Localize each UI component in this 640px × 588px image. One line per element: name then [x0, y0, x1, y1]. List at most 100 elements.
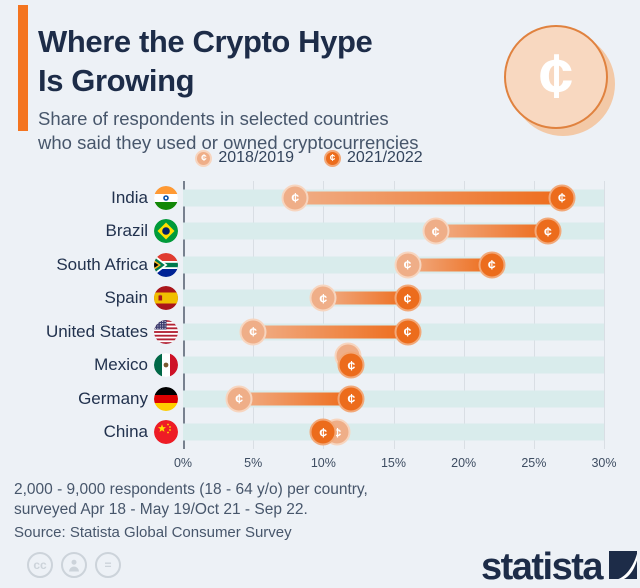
country-label: Mexico [0, 349, 178, 383]
chart-row-india: India ¢ ¢ [0, 181, 640, 215]
row-plot: ¢¢ [183, 248, 604, 282]
chart-subtitle: Share of respondents in selected countri… [38, 107, 418, 155]
title-line2: Is Growing [38, 62, 195, 98]
gridline [393, 181, 395, 449]
change-bar [407, 258, 492, 272]
statista-logo-mark-icon [609, 551, 637, 579]
country-name: India [111, 187, 148, 207]
change-bar [239, 392, 352, 406]
country-label: Spain [0, 282, 178, 316]
dumbbell-chart: India ¢ ¢ Brazil ¢ ¢ South Africa ¢ ¢ Spain ¢ ¢ Unit… [0, 181, 640, 476]
chart-row-brazil: Brazil ¢ ¢ [0, 215, 640, 249]
accent-bar [18, 5, 28, 131]
subtitle-line2: who said they used or owned cryptocurren… [38, 131, 419, 153]
change-bar [295, 191, 562, 205]
axis-tick-label: 25% [521, 456, 547, 470]
source-line: Source: Statista Global Consumer Survey [14, 524, 292, 541]
axis-tick-label: 0% [173, 456, 193, 470]
row-plot: ¢¢ [183, 215, 604, 249]
coin-2018-2019: ¢ [239, 318, 267, 346]
coin-2018-2019: ¢ [394, 251, 422, 279]
row-band [183, 356, 604, 374]
legend-item-2018-2019: ¢ 2018/2019 [195, 149, 294, 167]
chart-row-south-africa: South Africa ¢ ¢ [0, 248, 640, 282]
flag-icon-south-africa [154, 252, 178, 277]
coin-2018-2019: ¢ [225, 385, 253, 413]
country-name: South Africa [56, 254, 148, 274]
country-label: Germany [0, 382, 178, 416]
coin-2021-2022: ¢ [394, 284, 422, 312]
statista-logo[interactable]: statista [481, 548, 637, 586]
row-plot: ¢¢ [183, 342, 604, 383]
flag-icon-brazil [154, 219, 178, 244]
coin-2021-2022: ¢ [534, 217, 562, 245]
coin-2021-2022: ¢ [394, 318, 422, 346]
footnote-line1: 2,000 - 9,000 respondents (18 - 64 y/o) … [14, 481, 368, 498]
flag-icon-india [154, 185, 178, 210]
cc-no-derivatives-icon[interactable]: = [95, 552, 121, 578]
row-plot: ¢¢ [183, 315, 604, 349]
crypto-coin-icon: ¢ [504, 25, 608, 129]
chart-row-china: China ¢ ¢ [0, 416, 640, 450]
flag-icon-mexico [154, 353, 178, 378]
statista-logo-text: statista [480, 546, 604, 588]
change-bar [253, 325, 408, 339]
row-plot: ¢¢ [183, 416, 604, 450]
country-label: South Africa [0, 248, 178, 282]
chart-gridlines [183, 181, 605, 449]
country-label: India [0, 181, 178, 215]
country-name: United States [45, 321, 148, 341]
gridline [323, 181, 325, 449]
gridline [604, 181, 605, 449]
x-axis: 0% 5% 10% 15% 20% 25% 30% [174, 449, 617, 473]
cent-glyph: ¢ [538, 41, 574, 111]
footnote-line2: surveyed Apr 18 - May 19/Oct 21 - Sep 22… [14, 500, 308, 518]
coin-2021-2022: ¢ [309, 418, 337, 446]
coin-2021-2022: ¢ [337, 385, 365, 413]
coin-2018-2019: ¢ [309, 284, 337, 312]
legend-coin-dark-icon: ¢ [324, 149, 341, 167]
country-name: Spain [104, 288, 148, 308]
title-line1: Where the Crypto Hype [38, 23, 373, 59]
country-name: Mexico [94, 355, 148, 375]
axis-tick-label: 10% [310, 456, 336, 470]
flag-icon-united-states [154, 319, 178, 344]
legend-item-2021-2022: ¢ 2021/2022 [324, 149, 423, 167]
chart-legend: ¢ 2018/2019 ¢ 2021/2022 [0, 149, 618, 167]
coin-2021-2022: ¢ [337, 351, 365, 379]
axis-tick-label: 30% [591, 456, 617, 470]
gridline [463, 181, 465, 449]
gridline [253, 181, 255, 449]
chart-row-mexico: Mexico ¢¢ [0, 342, 640, 383]
flag-icon-germany [154, 386, 178, 411]
axis-tick-label: 15% [380, 456, 407, 470]
creative-commons-icons: cc = [27, 552, 121, 578]
flag-icon-spain [154, 286, 178, 311]
coin-2018-2019: ¢ [281, 184, 309, 212]
row-plot: ¢¢ [183, 382, 604, 416]
change-bar [435, 224, 548, 238]
chart-row-spain: Spain ¢ ¢ [0, 282, 640, 316]
coin-2021-2022: ¢ [478, 251, 506, 279]
cc-attribution-icon[interactable] [61, 552, 87, 578]
legend-coin-light-icon: ¢ [195, 149, 213, 167]
coin-2021-2022: ¢ [548, 184, 576, 212]
person-icon [69, 559, 79, 571]
footnote: 2,000 - 9,000 respondents (18 - 64 y/o) … [14, 480, 368, 543]
country-label: Brazil [0, 215, 178, 249]
subtitle-line1: Share of respondents in selected countri… [38, 107, 389, 129]
flag-icon-china [154, 420, 178, 445]
legend-label: 2021/2022 [347, 149, 423, 166]
chart-row-germany: Germany ¢ ¢ [0, 382, 640, 416]
country-name: Brazil [105, 221, 148, 241]
change-bar [323, 291, 408, 305]
axis-tick-label: 5% [244, 456, 263, 470]
coin-2018-2019: ¢ [422, 217, 450, 245]
legend-label: 2018/2019 [218, 149, 294, 166]
cc-license-icon[interactable]: cc [27, 552, 53, 578]
row-plot: ¢¢ [183, 282, 604, 316]
chart-row-united-states: United States ¢ ¢ [0, 315, 640, 349]
country-name: Germany [78, 388, 148, 408]
gridline [533, 181, 535, 449]
country-name: China [103, 422, 148, 442]
